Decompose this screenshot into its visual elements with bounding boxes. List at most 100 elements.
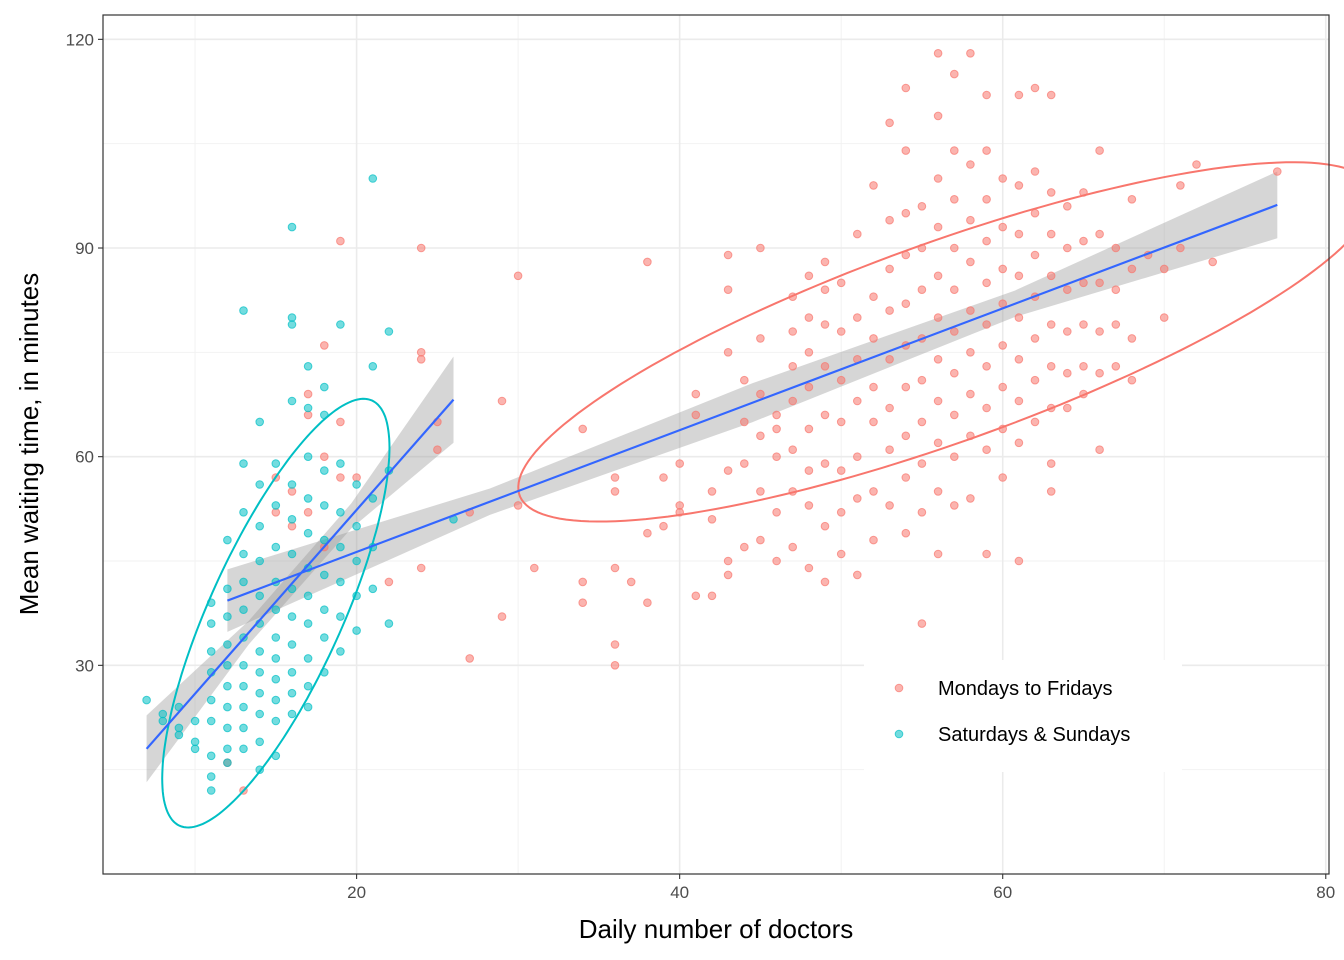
point-weekday [982,403,991,413]
point-weekend [206,619,216,628]
point-weekday [336,473,345,482]
point-weekday [320,452,329,462]
point-weekend [368,584,378,594]
point-weekend [223,702,232,712]
point-weekday [1095,368,1104,378]
point-weekday [933,313,943,322]
point-weekend [352,521,361,531]
point-weekend [206,772,216,781]
point-weekend [206,695,216,705]
point-weekday [885,264,894,274]
legend-label-weekday: Mondays to Fridays [938,678,1113,700]
point-weekday [869,535,878,545]
point-weekday [723,285,733,295]
point-weekday [885,306,894,315]
point-weekend [271,654,281,663]
point-weekday [950,501,959,510]
point-weekday [950,195,959,204]
point-weekday [1273,167,1282,176]
point-weekday [416,355,426,364]
point-weekday [836,327,846,336]
point-weekday [497,396,507,406]
point-weekend [255,737,265,747]
x-tick-label: 80 [1316,883,1335,902]
point-weekend [320,501,329,510]
point-weekday [885,215,894,225]
point-weekday [1046,271,1056,281]
legend-key-weekend [894,729,904,739]
point-weekday [578,598,588,608]
point-weekday [1111,320,1121,329]
point-weekday [933,222,943,232]
point-weekday [804,348,814,357]
point-weekend [255,688,265,698]
point-weekend [336,508,345,517]
point-weekday [836,278,846,288]
point-weekend [158,716,168,726]
point-weekday [820,285,830,295]
point-weekend [287,549,297,559]
point-weekday [853,396,862,406]
point-weekday [820,410,830,420]
point-weekday [1111,362,1121,371]
point-weekday [836,508,846,517]
point-weekend [287,396,297,406]
point-weekday [950,146,959,155]
point-weekend [223,758,232,768]
x-tick-label: 20 [347,883,366,902]
point-weekday [998,174,1008,183]
plot-border [102,14,1330,875]
point-weekend [368,174,378,183]
point-weekday [320,341,329,350]
point-weekday [1046,229,1056,239]
point-weekday [1159,313,1169,322]
point-weekday [982,195,991,204]
point-weekday [740,375,749,385]
point-weekday [1176,181,1185,190]
point-weekday [1014,556,1024,566]
point-weekday [917,285,927,295]
point-weekday [416,243,426,253]
point-weekend [255,709,265,719]
point-weekday [626,577,636,587]
point-weekday [966,215,975,225]
fit-line-weekday [226,203,1278,602]
point-weekend [255,480,265,489]
point-weekday [416,348,426,357]
point-weekend [239,508,248,517]
point-weekday [950,243,959,253]
point-weekday [966,306,975,315]
point-weekend [190,737,200,747]
point-weekend [320,466,329,475]
point-weekday [772,452,781,462]
point-weekend [271,716,281,726]
point-weekday [336,417,345,427]
point-weekend [287,709,297,719]
point-weekday [303,508,313,517]
point-weekday [1127,264,1137,274]
point-weekday [1030,334,1040,343]
point-weekend [190,744,200,754]
point-weekday [933,271,943,281]
point-weekday [1046,459,1056,468]
point-weekday [966,389,975,399]
y-tick-label: 120 [66,30,94,49]
legend-label-weekend: Saturdays & Sundays [938,724,1130,746]
point-weekday [982,445,991,455]
point-weekday [836,549,846,559]
point-weekend [303,591,313,601]
point-weekday [530,563,539,573]
point-weekday [1079,362,1088,371]
point-weekday [933,549,943,559]
legend: Mondays to Fridays Saturdays & Sundays [864,660,1182,772]
point-weekday [950,452,959,462]
point-weekday [756,389,765,399]
point-weekend [271,542,281,552]
point-weekday [788,445,798,455]
point-weekday [1159,264,1169,274]
point-weekend [287,640,297,649]
point-weekday [901,528,911,538]
point-weekday [1030,83,1040,93]
y-tick-label: 60 [75,448,94,467]
point-weekday [659,473,668,482]
